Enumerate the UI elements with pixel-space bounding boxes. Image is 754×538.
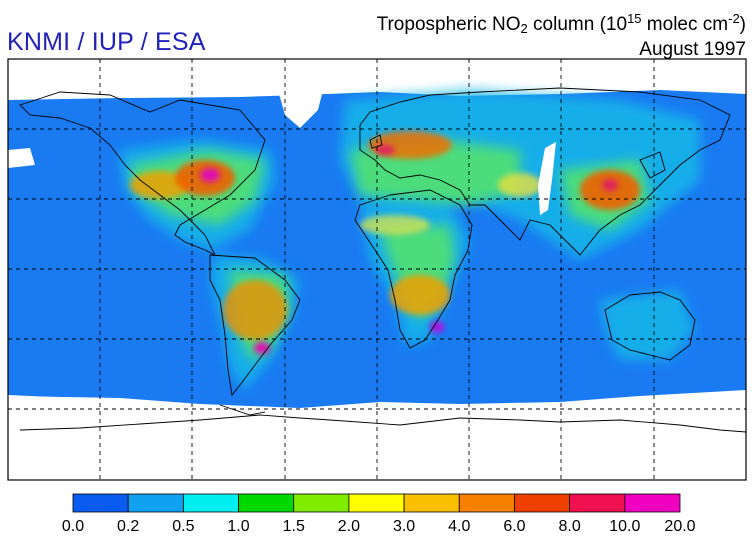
map-title: Tropospheric NO2 column (1015 molec cm-2…: [377, 8, 746, 60]
colorbar-swatch: [238, 493, 295, 513]
colorbar-swatch: [293, 493, 350, 513]
colorbar-tick-label: 6.0: [503, 518, 526, 535]
colorbar-swatch: [624, 493, 681, 513]
title-period: August 1997: [639, 39, 746, 60]
colorbar-tick-label: 20.0: [664, 518, 696, 535]
colorbar-swatch: [514, 493, 571, 513]
title-unit: molec cm: [641, 14, 729, 35]
title-subscript: 2: [520, 21, 528, 36]
colorbar-tick-label: 10.0: [609, 518, 641, 535]
no2-field: [8, 62, 746, 480]
title-line-quantity: Tropospheric NO2 column (1015 molec cm-2…: [377, 8, 746, 39]
gridlines: [8, 59, 746, 480]
colorbar-swatch: [569, 493, 626, 513]
title-superscript: 15: [627, 11, 642, 26]
colorbar-swatch: [182, 493, 239, 513]
colorbar-swatch: [403, 493, 460, 513]
colorbar-tick-label: 4.0: [448, 518, 471, 535]
map-frame: [7, 58, 747, 481]
title-unit-exponent: -2: [728, 11, 740, 26]
colorbar-tick-label: 1.5: [282, 518, 305, 535]
title-prefix: Tropospheric NO: [376, 14, 521, 35]
title-middle: column (10: [527, 14, 628, 35]
title-suffix: ): [739, 14, 746, 35]
colorbar-swatch: [348, 493, 405, 513]
colorbar-tick-label: 0.0: [61, 518, 85, 535]
colorbar-tick-label: 8.0: [558, 518, 581, 535]
colorbar-swatch: [127, 493, 184, 513]
colorbar-swatch: [458, 493, 515, 513]
colorbar-tick-label: 2.0: [337, 518, 361, 535]
colorbar-tick-label: 0.2: [117, 518, 140, 535]
colorbar-tick-label: 1.0: [227, 518, 250, 535]
coastlines: [19, 87, 746, 433]
colorbar: [72, 493, 681, 513]
colorbar-tick-label: 0.5: [172, 518, 195, 535]
colorbar-swatch: [72, 493, 129, 513]
credit-label: KNMI / IUP / ESA: [7, 28, 206, 56]
colorbar-tick-label: 3.0: [392, 518, 416, 535]
